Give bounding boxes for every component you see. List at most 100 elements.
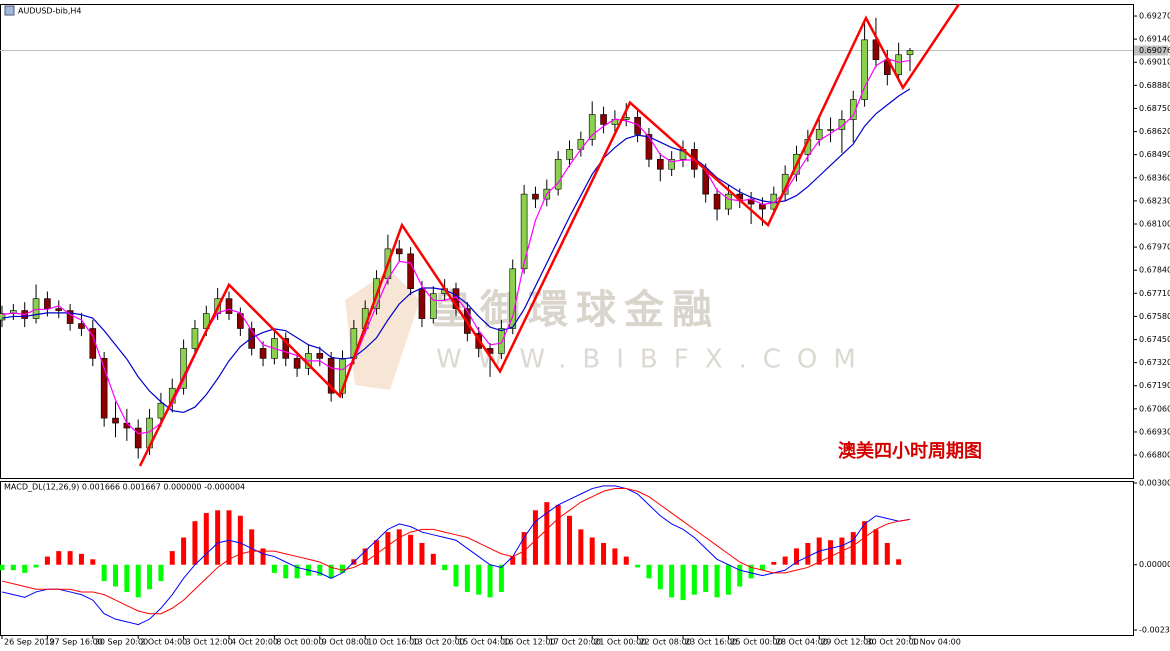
trend-zigzag: [138, 4, 961, 467]
y-tick-label: 0.69010: [1139, 58, 1170, 67]
watermark-text: 皇御環球金融: [432, 287, 720, 333]
candle-body: [895, 54, 902, 75]
macd-histogram-bar: [635, 564, 641, 568]
macd-histogram-bar: [544, 502, 550, 565]
macd-histogram-bar: [237, 515, 243, 565]
macd-histogram-bar: [464, 564, 470, 592]
macd-histogram-bar: [78, 553, 84, 565]
macd-histogram-bar: [396, 529, 402, 565]
y-tick-label: 0.67970: [1139, 243, 1170, 252]
candle-body: [395, 248, 403, 255]
macd-histogram-bar: [555, 504, 561, 565]
candle-body: [316, 353, 324, 359]
x-tick-label: 21 Oct 00:00: [594, 638, 646, 647]
candle-body: [429, 293, 437, 319]
main-pane: [0, 4, 1134, 479]
macd-histogram-bar: [113, 564, 118, 587]
candle-body: [656, 158, 664, 170]
macd-histogram-bar: [623, 556, 629, 565]
y-tick-label: 0.68230: [1139, 196, 1170, 205]
candle-body: [532, 193, 539, 200]
candle-body: [668, 158, 675, 170]
macd-histogram-bar: [317, 564, 323, 576]
candle-body: [100, 358, 108, 419]
macd-y-tick-label: -0.002399: [1139, 626, 1170, 635]
macd-histogram-bar: [44, 556, 50, 565]
candle-body: [566, 149, 573, 160]
y-tick-label: 0.66930: [1139, 427, 1170, 436]
macd-histogram-bar: [249, 529, 255, 565]
watermark-logo: [345, 270, 420, 390]
axes: 0.69270 0.69140 0.69010 0.68880 0.68750 0.686…: [1, 12, 1170, 647]
x-tick-label: 4 Oct 20:00: [231, 638, 278, 647]
y-tick-label: 0.68360: [1139, 173, 1170, 182]
macd-histogram-bar: [340, 564, 345, 573]
x-tick-label: 30 Oct 20:00: [867, 638, 919, 647]
macd-histogram-bar: [442, 564, 448, 571]
y-tick-label: 0.68100: [1139, 219, 1170, 228]
macd-histogram-bar: [669, 564, 675, 598]
x-tick-label: 30 Sep 20:00: [95, 638, 148, 647]
macd-histogram-bar: [181, 537, 187, 565]
x-tick-label: 15 Oct 04:00: [458, 638, 510, 647]
candle-body: [44, 298, 51, 309]
candle-body: [418, 288, 426, 319]
macd-histogram-bar: [419, 542, 425, 565]
candle-body: [520, 193, 528, 270]
x-tick-label: 27 Sep 16:00: [49, 638, 102, 647]
x-tick-label: 25 Oct 00:00: [730, 638, 782, 647]
candle-body: [872, 39, 880, 61]
x-tick-label: 1 Nov 04:00: [912, 638, 961, 647]
macd-histogram-bar: [828, 540, 834, 565]
macd-histogram-bar: [283, 564, 289, 579]
macd-histogram-bar: [725, 564, 731, 595]
macd-histogram-bar: [374, 540, 380, 565]
macd-histogram-bar: [294, 564, 300, 579]
y-tick-label: 0.68880: [1139, 81, 1170, 90]
candle-body: [327, 358, 335, 394]
y-tick-label: 0.67320: [1139, 358, 1170, 367]
macd-histogram-bar: [33, 564, 39, 568]
candle-body: [78, 323, 85, 329]
macd-histogram-bar: [805, 542, 811, 565]
candle-body: [191, 328, 199, 349]
candle-body: [498, 328, 505, 354]
candle-body: [134, 427, 142, 449]
x-tick-label: 17 Oct 20:00: [549, 638, 601, 647]
macd-histogram-bar: [203, 513, 209, 565]
macd-histogram-bar: [884, 542, 890, 565]
candle-body: [157, 402, 165, 419]
y-tick-label: 0.68750: [1139, 104, 1170, 113]
x-tick-label: 2 Oct 04:00: [140, 638, 187, 647]
macd-histogram-bar: [271, 564, 277, 573]
macd-histogram-bar: [759, 564, 765, 571]
x-tick-label: 22 Oct 08:00: [640, 638, 692, 647]
macd-histogram-bar: [226, 510, 232, 565]
macd-histogram-bar: [646, 564, 652, 579]
y-tick-label: 0.67580: [1139, 312, 1170, 321]
last-price-label: 0.69076: [1139, 46, 1170, 55]
y-tick-label: 0.67450: [1139, 335, 1170, 344]
candle-body: [554, 158, 562, 190]
y-tick-label: 0.67840: [1139, 266, 1170, 275]
macd-histogram-bar: [771, 562, 777, 565]
macd-histogram-bar: [794, 548, 799, 565]
x-tick-label: 13 Oct 20:00: [413, 638, 465, 647]
macd-y-tick-label: 0.003004: [1139, 479, 1170, 488]
macd-histogram-bar: [90, 559, 96, 565]
candle-body: [225, 298, 233, 314]
candle-body: [452, 288, 460, 309]
y-tick-label: 0.66800: [1139, 451, 1170, 460]
macd-histogram-bar: [896, 559, 902, 565]
candle-body: [725, 193, 732, 210]
macd-histogram-bar: [680, 564, 686, 601]
candle-body: [645, 134, 653, 160]
macd-histogram-bar: [158, 564, 164, 582]
candle-body: [713, 193, 721, 210]
macd-histogram-bar: [714, 564, 720, 598]
candle-body: [588, 114, 596, 140]
candle-body: [55, 308, 63, 311]
macd-histogram-bar: [453, 564, 459, 587]
candle-body: [339, 358, 346, 394]
